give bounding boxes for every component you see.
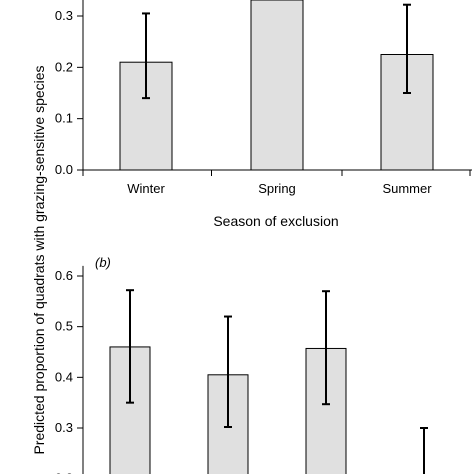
y-tick-label: 0.5 — [55, 319, 73, 334]
y-tick-label: 0.2 — [55, 59, 73, 74]
bar — [380, 54, 434, 171]
panel-a-chart: 0.0 0.1 0.2 0.3 Winter Spring Summer — [55, 0, 472, 196]
y-tick-label: 0.3 — [55, 8, 73, 23]
y-tick-label: 0.1 — [55, 111, 73, 126]
bar — [250, 0, 304, 171]
y-tick-label: 0.2 — [55, 471, 73, 474]
y-tick-label: 0.6 — [55, 268, 73, 283]
panel-b-label: (b) — [95, 255, 111, 270]
y-tick-label: 0.0 — [55, 162, 73, 177]
category-label: Summer — [382, 181, 432, 196]
category-label: Winter — [127, 181, 165, 196]
y-axis-title: Predicted proportion of quadrats with gr… — [31, 65, 47, 454]
x-axis-title: Season of exclusion — [213, 213, 338, 229]
category-label: Spring — [258, 181, 296, 196]
panel-b-chart: 0.2 0.3 0.4 0.5 0.6 — [55, 265, 428, 474]
y-tick-label: 0.3 — [55, 420, 73, 435]
y-tick-label: 0.4 — [55, 369, 73, 384]
